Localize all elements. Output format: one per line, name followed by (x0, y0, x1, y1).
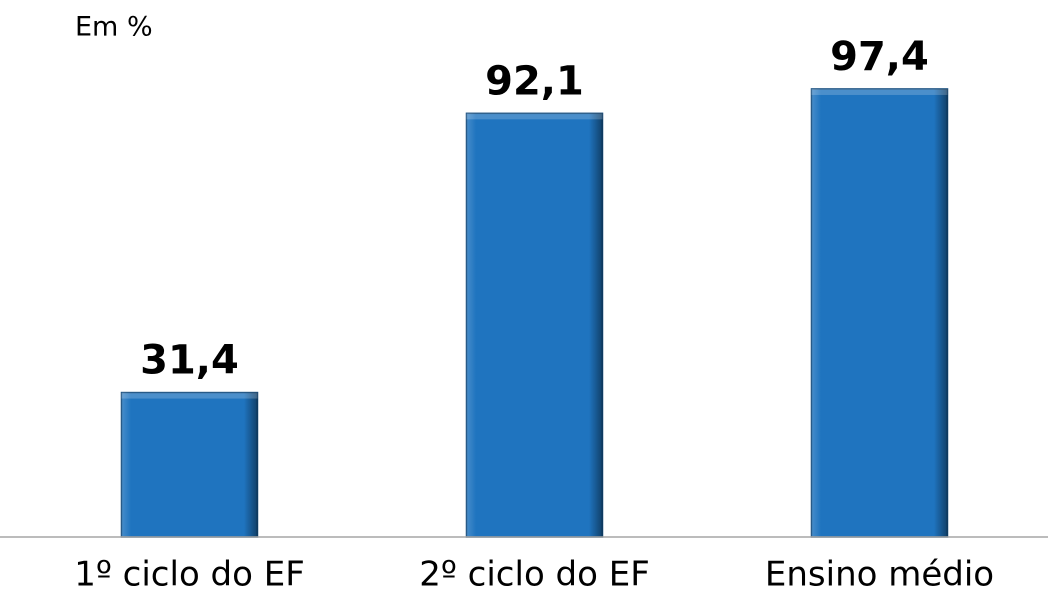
value-label: 92,1 (485, 58, 584, 104)
bar-highlight (466, 113, 603, 120)
bar-shade (466, 113, 603, 537)
value-label: 31,4 (140, 338, 239, 384)
bar-shade (811, 88, 948, 538)
x-tick-label: 1º ciclo do EF (74, 555, 305, 591)
bar-highlight (121, 392, 258, 399)
bar-shade (121, 392, 258, 537)
x-tick-label: 2º ciclo do EF (419, 555, 650, 591)
value-label: 97,4 (830, 34, 929, 80)
x-tick-label: Ensino médio (765, 555, 994, 591)
bar-highlight (811, 88, 948, 95)
axis-unit-label: Em % (75, 12, 153, 43)
